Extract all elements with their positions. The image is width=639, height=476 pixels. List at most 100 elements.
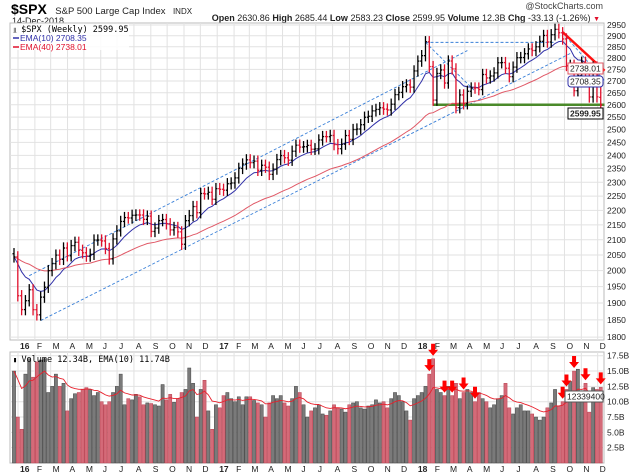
volume-month-label: M [450, 464, 457, 474]
price-bar [545, 29, 549, 48]
volume-bar [400, 401, 405, 464]
price-tick-label: 2150 [607, 220, 626, 230]
price-bar [237, 162, 241, 184]
price-tick-label: 2550 [607, 112, 626, 122]
volume-month-label: A [467, 464, 473, 474]
price-bar [260, 159, 264, 177]
price-bar [484, 68, 488, 84]
volume-bar [385, 407, 390, 464]
volume-last-value: 12339400 [567, 392, 605, 402]
down-arrow-icon: ▼ [593, 16, 600, 23]
price-bar [229, 177, 233, 190]
red-arrow-icon [439, 380, 450, 393]
price-bar [138, 209, 142, 221]
volume-bar [57, 386, 62, 464]
volume-bar [553, 389, 557, 464]
volume-month-label: A [70, 464, 76, 474]
month-label: N [186, 341, 192, 351]
volume-bar [164, 399, 169, 464]
month-label: A [335, 341, 341, 351]
volume-bar [442, 395, 447, 464]
volume-bar [416, 395, 420, 464]
volume-bar [12, 370, 16, 464]
volume-bar [492, 404, 496, 464]
volume-bar [31, 376, 35, 464]
volume-bar [457, 398, 462, 464]
volume-bar [282, 402, 287, 464]
price-bar [355, 123, 359, 136]
volume-bar [404, 410, 409, 464]
red-arrow-icon [447, 380, 458, 393]
price-bar [317, 134, 321, 155]
ema40-last-box [567, 62, 604, 75]
price-bar [336, 138, 340, 155]
volume-bar [50, 386, 54, 464]
price-bar [530, 43, 534, 57]
price-bar [378, 102, 382, 116]
volume-bar [183, 389, 188, 464]
month-label: O [566, 341, 573, 351]
volume-bar [461, 392, 466, 464]
price-bar [16, 251, 20, 302]
volume-bar [366, 405, 371, 464]
volume-bar [374, 399, 378, 464]
price-bar [23, 295, 27, 316]
volume-bar [598, 387, 603, 464]
volume-bar [362, 408, 367, 464]
volume-bar [160, 384, 165, 464]
volume-bar [511, 413, 515, 464]
volume-month-label: O [566, 464, 573, 474]
price-bar [279, 149, 283, 166]
volume-bar [195, 416, 199, 464]
price-bar [130, 209, 134, 224]
price-bar [328, 129, 332, 143]
volume-bar [88, 389, 93, 464]
price-tick-label: 2900 [607, 31, 626, 41]
price-tick-label: 1950 [607, 282, 626, 292]
price-bar [27, 284, 31, 307]
price-tick-label: 2800 [607, 53, 626, 63]
price-bar [382, 102, 386, 115]
price-bar [462, 89, 466, 110]
price-bar [210, 186, 214, 206]
volume-bar [396, 395, 401, 464]
price-bar [222, 183, 226, 196]
volume-month-label: A [136, 464, 142, 474]
volume-bar [381, 401, 386, 464]
volume-month-label: A [268, 464, 274, 474]
volume-bar [541, 416, 546, 464]
volume-bar [583, 383, 588, 464]
price-tick-label: 2400 [607, 150, 626, 160]
volume-bar [46, 392, 51, 464]
volume-bar [42, 358, 47, 464]
exchange: INDX [173, 7, 193, 16]
price-bar [427, 36, 431, 73]
volume-month-label: J [318, 464, 322, 474]
price-bar [241, 158, 245, 175]
header-title: $SPX S&P 500 Large Cap Index INDX [11, 1, 193, 18]
price-bar [134, 209, 138, 222]
price-tick-label: 2950 [607, 20, 626, 30]
price-bar [145, 210, 149, 226]
price-bar [500, 56, 504, 69]
volume-bar [210, 429, 214, 464]
month-label: J [318, 341, 322, 351]
volume-bar [84, 387, 89, 464]
price-bar [65, 242, 69, 262]
price-bar [172, 221, 176, 236]
price-bar [416, 55, 420, 77]
volume-value: 12.3B [482, 13, 506, 23]
price-bar [523, 48, 527, 64]
symbol: $SPX [11, 1, 47, 17]
price-bar [256, 155, 260, 177]
volume-bar [206, 410, 211, 464]
price-bar [347, 129, 351, 146]
volume-bar [69, 398, 74, 464]
price-bar [561, 27, 565, 45]
volume-bar [73, 393, 77, 464]
price-tick-label: 1850 [607, 315, 626, 325]
volume-bar [545, 407, 550, 464]
volume-month-label: A [335, 464, 341, 474]
price-bar [88, 248, 92, 262]
price-bar [511, 61, 515, 83]
